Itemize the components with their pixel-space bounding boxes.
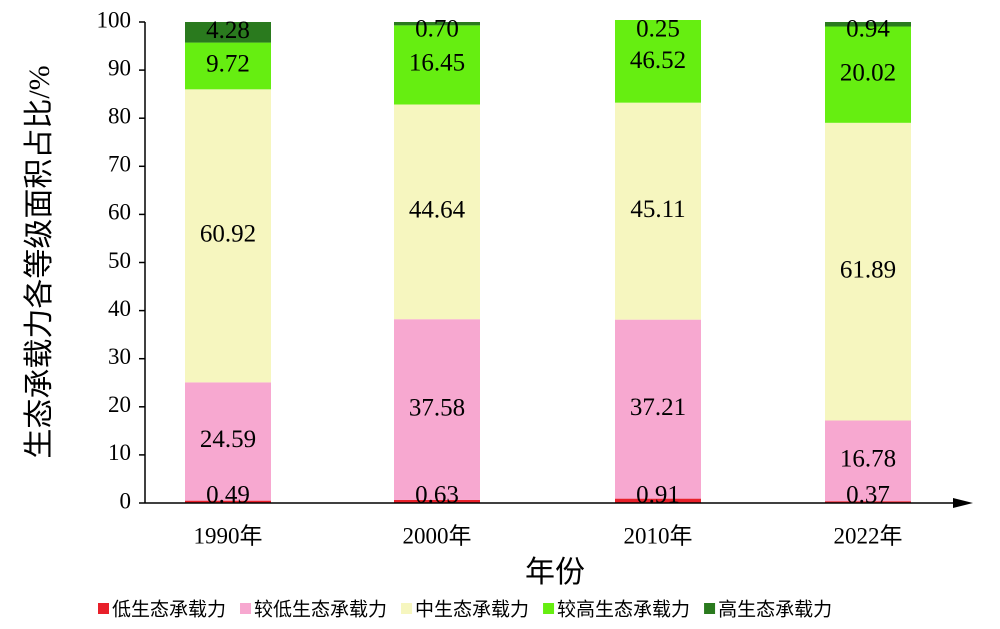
bar-segment xyxy=(615,20,701,103)
bar-segment xyxy=(825,122,911,421)
bar-segment xyxy=(825,26,911,123)
legend-label: 高生态承载力 xyxy=(718,599,832,621)
bar-segment xyxy=(615,319,701,499)
data-label: 60.92 xyxy=(200,221,256,248)
legend-label: 低生态承载力 xyxy=(112,599,226,621)
y-tick-label: 10 xyxy=(108,440,131,465)
plot-area xyxy=(185,20,911,503)
y-tick-label: 80 xyxy=(108,103,131,128)
bar-segment xyxy=(825,501,911,503)
bar-segment xyxy=(185,382,271,501)
x-axis-label: 年份 xyxy=(525,556,585,589)
data-label: 46.52 xyxy=(630,47,686,74)
y-tick-label: 0 xyxy=(120,488,132,513)
y-tick-label: 90 xyxy=(108,55,131,80)
x-axis-arrow xyxy=(953,498,973,508)
bar-segment xyxy=(185,22,271,43)
data-label: 0.37 xyxy=(846,482,890,509)
bar-segment xyxy=(825,420,911,502)
data-label: 37.21 xyxy=(630,394,686,421)
data-label: 0.94 xyxy=(846,16,890,43)
bar-segment xyxy=(615,102,701,320)
y-tick-label: 50 xyxy=(108,248,131,273)
y-tick-label: 30 xyxy=(108,344,131,369)
legend-label: 中生态承载力 xyxy=(415,599,529,621)
x-tick-label: 2000年 xyxy=(403,523,472,548)
x-tick-label: 1990年 xyxy=(194,523,263,548)
data-label: 45.11 xyxy=(630,196,685,223)
legend-swatch xyxy=(401,603,413,614)
data-label: 37.58 xyxy=(409,394,465,421)
data-label: 24.59 xyxy=(200,426,256,453)
data-label: 16.78 xyxy=(840,446,896,473)
data-label: 4.28 xyxy=(206,17,250,44)
legend-swatch xyxy=(240,603,252,614)
x-tick-label: 2010年 xyxy=(624,523,693,548)
data-label: 0.91 xyxy=(636,482,680,509)
data-label: 44.64 xyxy=(409,197,466,224)
legend-label: 较低生态承载力 xyxy=(254,599,387,621)
legend-swatch xyxy=(543,603,555,614)
y-tick-label: 60 xyxy=(108,200,131,225)
bar-segment xyxy=(394,499,480,503)
data-label: 0.63 xyxy=(415,482,459,509)
data-label: 0.25 xyxy=(636,16,680,43)
y-tick-label: 40 xyxy=(108,296,131,321)
y-tick-label: 70 xyxy=(108,152,131,177)
legend-swatch xyxy=(98,603,109,614)
bar-segment xyxy=(394,319,480,500)
bar-segment xyxy=(394,25,480,105)
y-axis-label: 生态承载力各等级面积占比/% xyxy=(23,65,56,458)
bar-segment xyxy=(825,22,911,27)
data-label: 61.89 xyxy=(840,256,896,283)
bar-segment xyxy=(394,104,480,320)
y-tick-label: 100 xyxy=(97,7,132,32)
data-label: 0.70 xyxy=(415,16,459,43)
data-label: 0.49 xyxy=(206,482,250,509)
legend-label: 较高生态承载力 xyxy=(557,599,690,621)
y-tick-label: 20 xyxy=(108,392,131,417)
data-label: 9.72 xyxy=(206,51,250,78)
bar-segment xyxy=(185,42,271,90)
bar-segment xyxy=(185,89,271,383)
bar-segment xyxy=(185,500,271,503)
bar-segment xyxy=(615,498,701,503)
x-tick-label: 2022年 xyxy=(834,523,903,548)
legend-swatch xyxy=(704,603,716,614)
data-label: 20.02 xyxy=(840,59,896,86)
data-label: 16.45 xyxy=(409,50,465,77)
bar-segment xyxy=(394,22,480,26)
